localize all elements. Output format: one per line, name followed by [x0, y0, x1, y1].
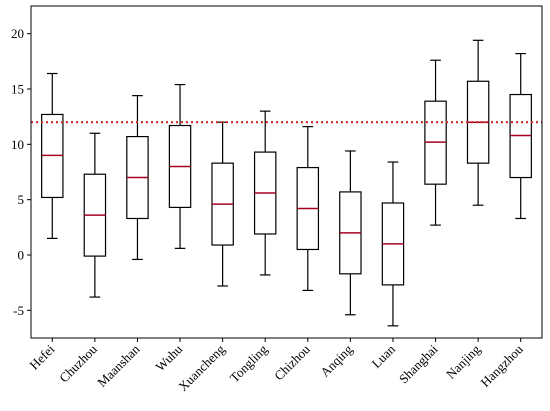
- x-tick-label: Hangzhou: [477, 341, 526, 390]
- x-tick-label: Xuancheng: [175, 341, 228, 394]
- x-tick-label: Tongling: [227, 341, 271, 385]
- box-item: [83, 132, 107, 298]
- box-item: [41, 72, 64, 239]
- x-tick-label: Wuhu: [152, 341, 185, 374]
- x-tick-label: Maanshan: [94, 341, 143, 390]
- x-tick-label: Hefei: [26, 341, 57, 372]
- box-item: [424, 59, 447, 226]
- y-tick-label: -5: [13, 303, 24, 318]
- x-tick-label: Anqing: [317, 341, 356, 380]
- x-tick-label: Chizhou: [271, 341, 313, 383]
- box-item: [168, 83, 192, 249]
- box-item: [253, 110, 277, 276]
- y-tick-label: 0: [18, 248, 25, 263]
- y-axis-ticks: -5 0 5 10 15 20: [11, 26, 31, 318]
- y-tick-label: 15: [11, 82, 24, 97]
- box-item: [296, 126, 320, 292]
- x-tick-label: Luan: [369, 341, 399, 371]
- box-item: [381, 161, 405, 327]
- plot-frame: [30, 5, 543, 339]
- box-item: [509, 52, 532, 220]
- box-item: [339, 150, 362, 316]
- x-tick-label: Shanghai: [396, 341, 441, 386]
- y-tick-label: 5: [18, 192, 25, 207]
- box-item: [126, 95, 149, 261]
- y-tick-label: 20: [11, 26, 24, 41]
- y-tick-label: 10: [11, 137, 24, 152]
- box-item: [466, 39, 490, 206]
- box-item: [211, 121, 234, 287]
- box-series: [41, 39, 532, 327]
- x-tick-label: Nanjing: [443, 341, 484, 382]
